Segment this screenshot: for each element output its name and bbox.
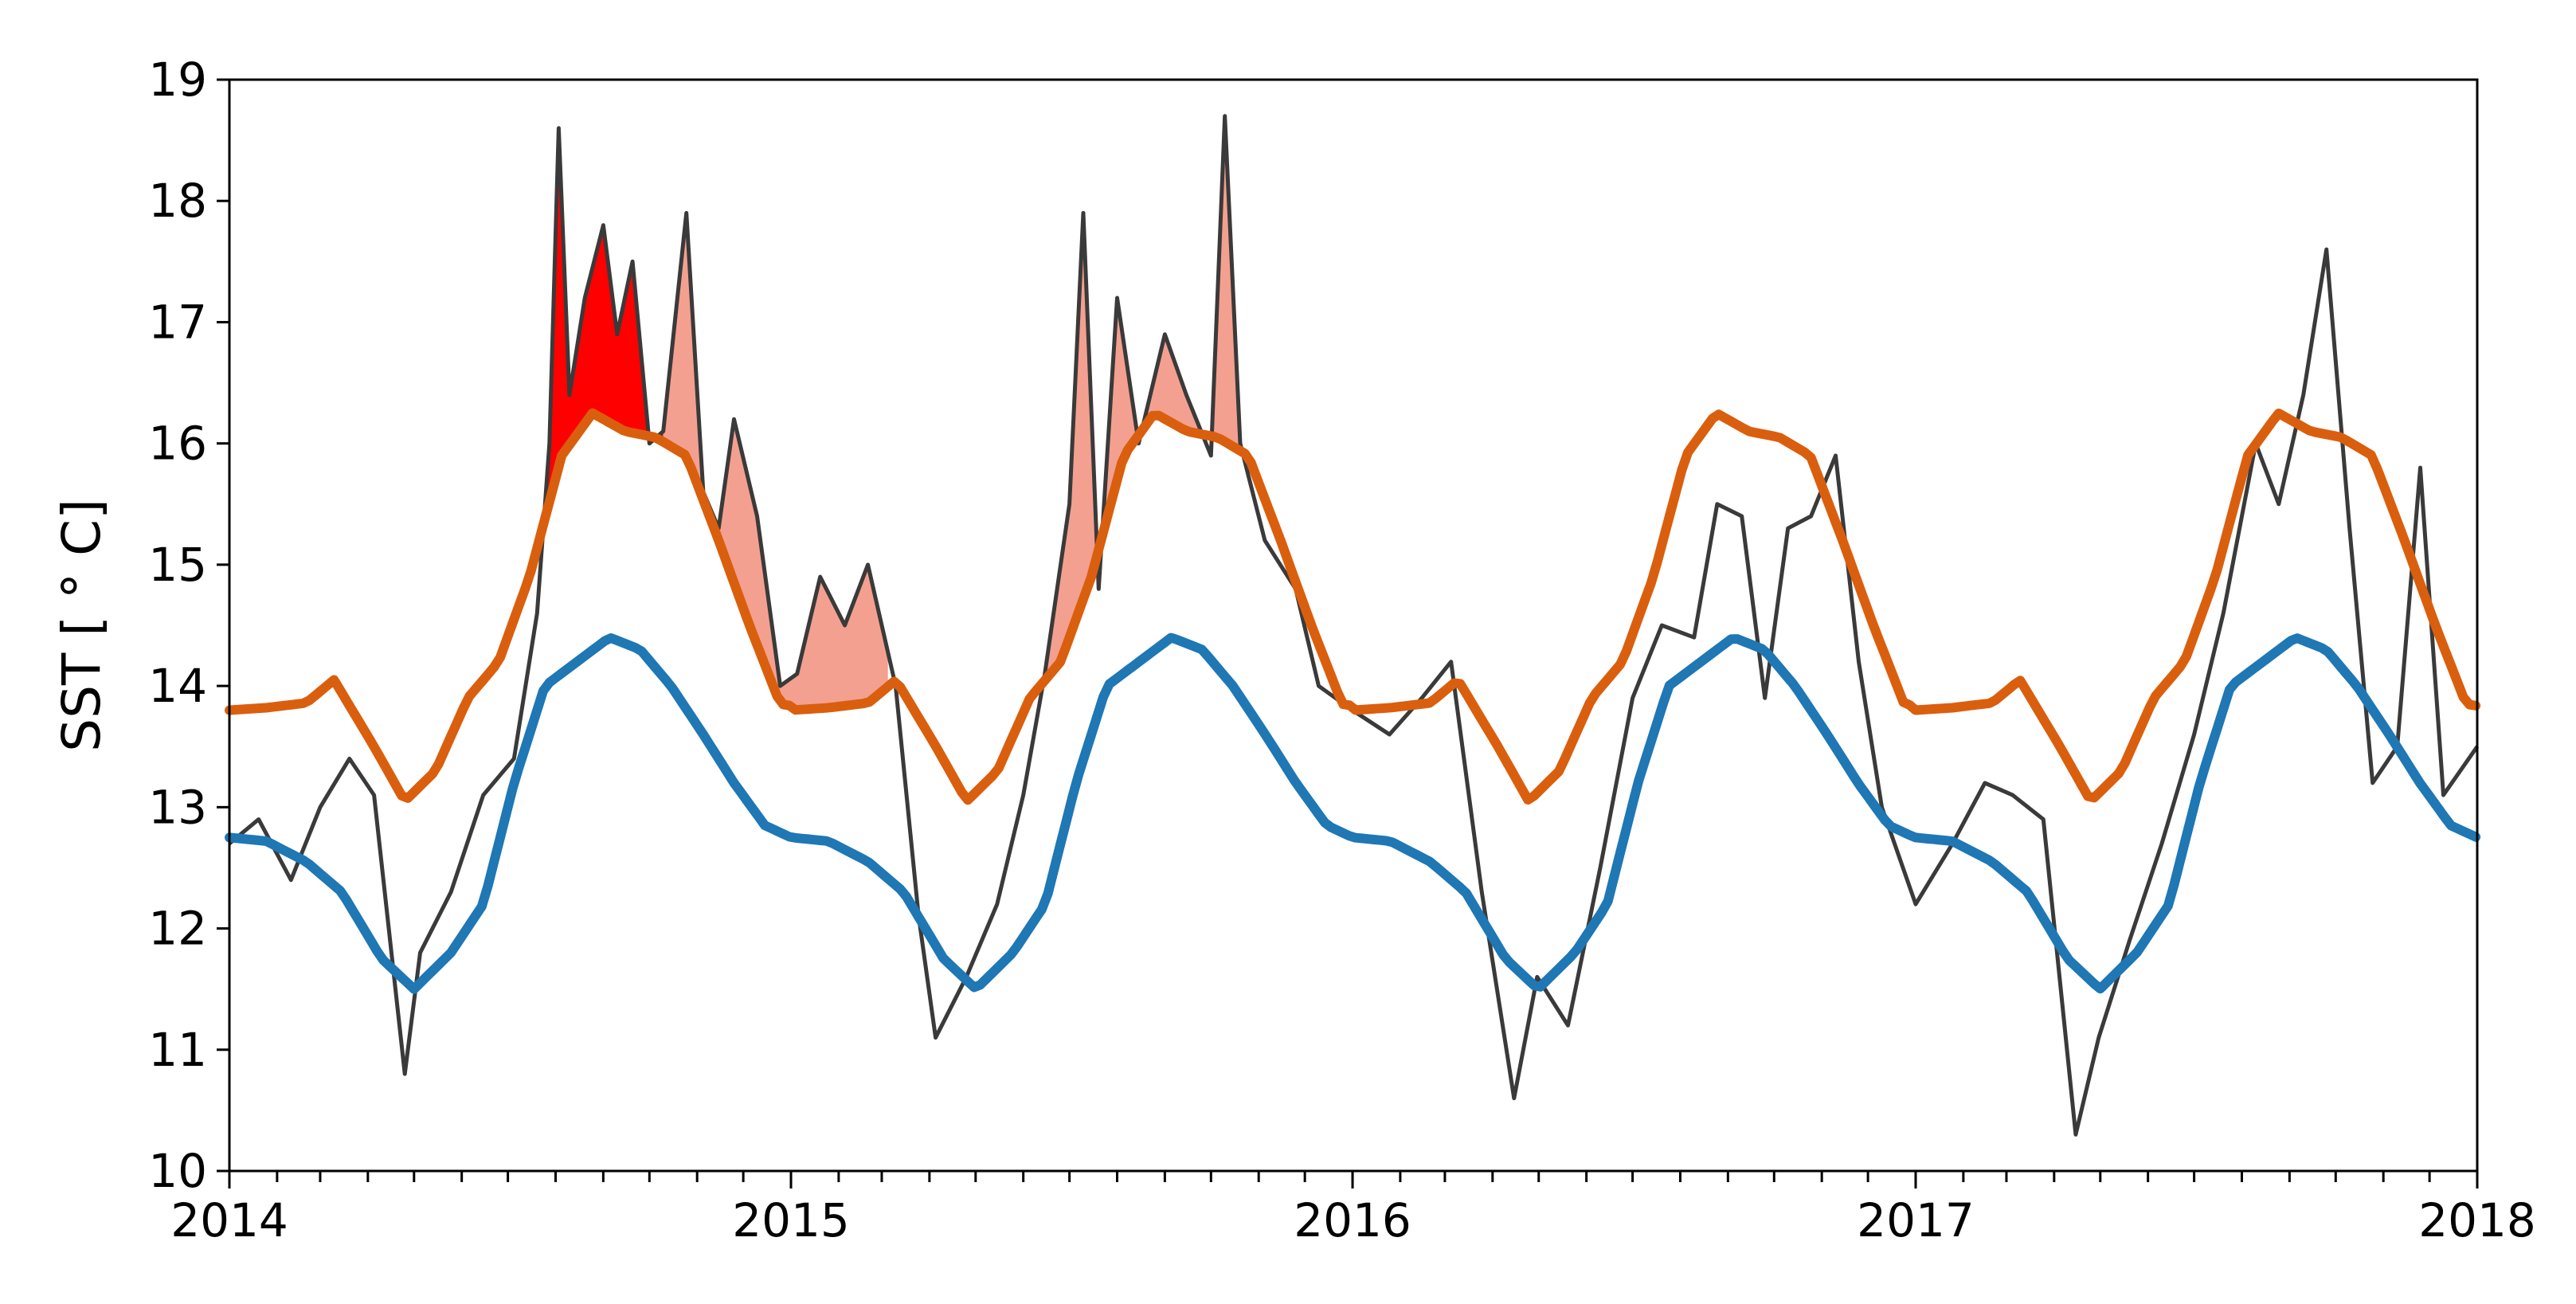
- y-axis-title: SST [ ° C]: [51, 499, 112, 752]
- series-lines: [225, 114, 2481, 1137]
- y-tick-label-19: 19: [148, 53, 207, 107]
- x-tick-label-2018: 2018: [2418, 1193, 2536, 1247]
- y-tick-label-12: 12: [148, 902, 207, 956]
- y-tick-label-18: 18: [148, 174, 207, 228]
- axis-ticks: 10 11 12 13 14 15 16 17 18 19 2014 2015 2016 2017 2018: [148, 53, 2536, 1247]
- x-tick-label-2015: 2015: [732, 1193, 850, 1247]
- event-fill-moderate-1: [663, 218, 888, 711]
- x-tick-label-2014: 2014: [170, 1193, 288, 1247]
- y-tick-label-13: 13: [148, 780, 207, 834]
- x-tick-label-2017: 2017: [1857, 1193, 1975, 1247]
- y-tick-label-17: 17: [148, 295, 207, 349]
- series-line-sst: [228, 114, 2480, 1137]
- series-line-threshold: [225, 408, 2481, 805]
- event-fill-strong-0: [537, 141, 664, 548]
- y-tick-label-15: 15: [148, 538, 207, 592]
- y-tick-label-10: 10: [148, 1144, 207, 1198]
- series-line-climatology: [225, 632, 2481, 994]
- y-tick-label-11: 11: [148, 1023, 207, 1077]
- x-tick-label-2016: 2016: [1294, 1193, 1411, 1247]
- y-tick-label-14: 14: [148, 659, 207, 713]
- y-tick-label-16: 16: [148, 417, 207, 471]
- plot-area-frame: [228, 78, 2479, 1173]
